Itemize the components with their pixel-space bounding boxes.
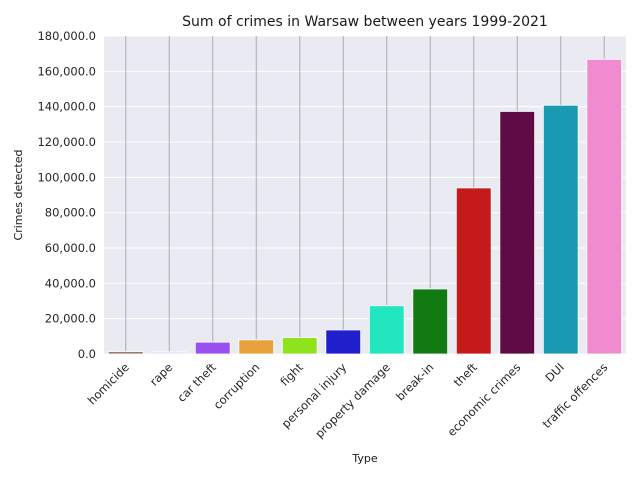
- bar-homicide: [107, 351, 144, 355]
- x-tick-label: car theft: [174, 360, 219, 405]
- bar-break-in: [412, 288, 449, 355]
- bar-corruption: [238, 339, 275, 355]
- bar-theft: [455, 187, 492, 355]
- y-tick-label: 120,000.0: [37, 135, 96, 149]
- x-tick-label: corruption: [211, 360, 263, 412]
- bar-property-damage: [368, 305, 405, 355]
- bar-car-theft: [194, 341, 231, 355]
- x-tick-label: property damage: [312, 360, 393, 441]
- bar-DUI: [542, 104, 579, 355]
- x-axis-label: Type: [351, 452, 377, 465]
- y-tick-label: 0.0: [78, 347, 96, 361]
- bars: [107, 58, 623, 355]
- bar-personal-injury: [325, 329, 362, 355]
- y-tick-label: 80,000.0: [45, 206, 96, 220]
- x-tick-label: theft: [451, 360, 480, 389]
- x-tick-label: break-in: [393, 360, 436, 403]
- y-tick-label: 20,000.0: [45, 312, 96, 326]
- bar-fight: [281, 337, 318, 355]
- y-tick-label: 100,000.0: [37, 170, 96, 184]
- y-tick-label: 140,000.0: [37, 100, 96, 114]
- bar-rape: [151, 351, 188, 355]
- x-tick-label: fight: [277, 360, 306, 389]
- bar-traffic-offences: [586, 58, 623, 355]
- y-tick-label: 40,000.0: [45, 276, 96, 290]
- y-ticks: 0.0 20,000.0 40,000.0 60,000.0 80,000.0 100,0…: [37, 29, 96, 361]
- x-tick-label: economic crimes: [444, 360, 523, 439]
- y-axis-label: Crimes detected: [12, 150, 25, 241]
- plot-area: [104, 36, 626, 354]
- bar-economic-crimes: [499, 111, 536, 355]
- x-tick-label: homicide: [85, 360, 132, 407]
- y-tick-label: 160,000.0: [37, 64, 96, 78]
- x-tick-label: DUI: [542, 360, 567, 385]
- x-tick-label: rape: [147, 360, 175, 388]
- y-tick-label: 180,000.0: [37, 29, 96, 43]
- y-tick-label: 60,000.0: [45, 241, 96, 255]
- chart-title: Sum of crimes in Warsaw between years 19…: [182, 14, 548, 30]
